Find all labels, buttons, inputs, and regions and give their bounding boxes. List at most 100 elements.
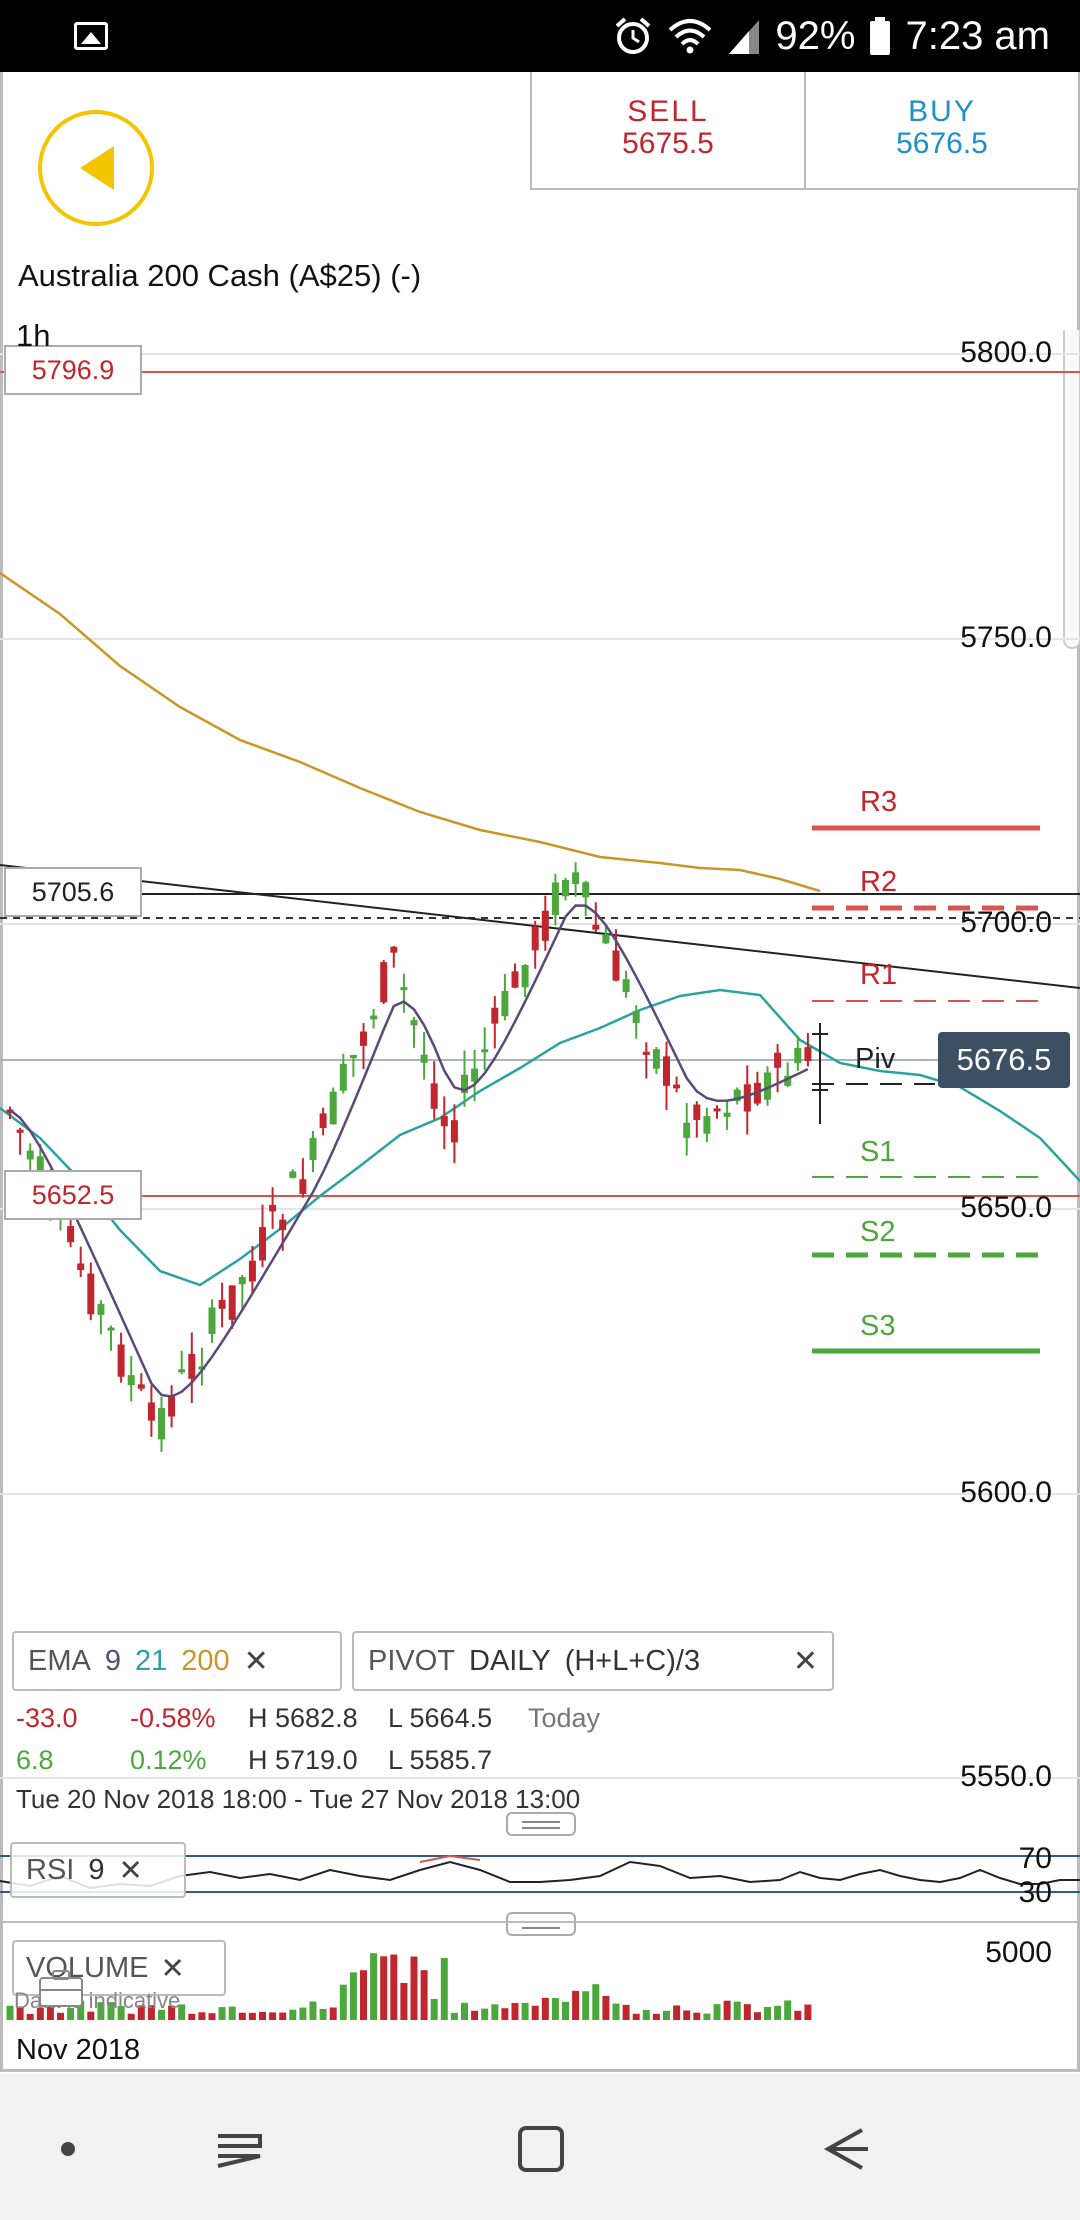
volume-bar: [117, 2006, 125, 2020]
back-icon[interactable]: [820, 2124, 870, 2174]
high-value: H 5719.0: [248, 1745, 358, 1775]
volume-bar: [440, 1957, 448, 2020]
rsi-chip[interactable]: RSI 9 ✕: [10, 1842, 186, 1898]
volume-bar: [652, 2013, 660, 2020]
volume-bar: [622, 2004, 630, 2020]
sell-button[interactable]: SELL 5675.5: [530, 72, 806, 190]
pivot-chip[interactable]: PIVOT DAILY (H+L+C)/3 ✕: [352, 1631, 834, 1691]
volume-bar: [592, 1984, 600, 2020]
instrument-name: Australia 200 Cash (A$25) (-): [18, 258, 422, 293]
volume-bar: [784, 2000, 792, 2020]
candle-body: [663, 1056, 670, 1086]
signal-icon: [729, 20, 760, 54]
candle-body: [319, 1113, 327, 1128]
volume-bar: [259, 2011, 266, 2020]
volume-bar: [481, 2008, 489, 2020]
battery-icon: [870, 17, 891, 55]
price-chart[interactable]: 5800.0 5750.0 5700.0 5650.0 5600.0 5550.…: [0, 330, 1080, 1820]
candle-body: [491, 1007, 499, 1024]
home-icon[interactable]: [516, 2124, 566, 2174]
close-icon[interactable]: ✕: [243, 1644, 269, 1678]
low-value: L 5664.5: [388, 1703, 493, 1733]
volume-bar: [743, 2004, 751, 2020]
recent-apps-icon[interactable]: [214, 2124, 264, 2174]
wifi-icon: [669, 19, 712, 54]
y-axis-label: 5550.0: [960, 1760, 1052, 1793]
candle-body: [289, 1171, 297, 1178]
pivot-s1-label: S1: [860, 1136, 896, 1168]
volume-bar: [764, 2006, 771, 2020]
pivot-period: DAILY: [469, 1644, 551, 1677]
candle-body: [551, 882, 559, 916]
y-axis-label: 5600.0: [960, 1476, 1052, 1509]
candle-body: [279, 1219, 287, 1231]
close-icon[interactable]: ✕: [792, 1644, 818, 1678]
back-button[interactable]: [38, 110, 154, 226]
volume-bar: [349, 1972, 357, 2020]
close-icon[interactable]: ✕: [118, 1854, 143, 1887]
volume-bar: [753, 2012, 761, 2020]
pivot-r1-label: R1: [860, 959, 898, 991]
volume-chip[interactable]: VOLUME ✕: [12, 1940, 226, 1996]
y-axis-label: 5650.0: [960, 1191, 1052, 1224]
dot-icon[interactable]: [60, 2124, 76, 2174]
volume-bar: [632, 2013, 640, 2020]
volume-bar: [551, 1997, 559, 2020]
panel-resize-handle[interactable]: [506, 1912, 576, 1936]
candle-body: [309, 1137, 317, 1161]
candle-body: [481, 1049, 489, 1053]
ema-period-9: 9: [104, 1644, 121, 1677]
volume-bar: [491, 2004, 499, 2020]
status-bar: 92% 7:23 am: [0, 0, 1080, 72]
battery-percent: 92%: [775, 13, 856, 58]
current-price-tag: 5676.5: [938, 1032, 1070, 1088]
volume-bar: [188, 2013, 196, 2020]
candle-body: [87, 1273, 95, 1315]
alarm-icon: [616, 17, 651, 54]
level-tag[interactable]: 5796.9: [4, 345, 142, 395]
low-value: L 5585.7: [388, 1745, 493, 1775]
buy-button[interactable]: BUY 5676.5: [804, 72, 1080, 190]
candle-body: [652, 1049, 660, 1069]
rsi-upper-label: 70: [1018, 1842, 1052, 1875]
ema-period-200: 200: [181, 1644, 230, 1677]
status-bar-right: 92% 7:23 am: [613, 10, 1050, 62]
volume-bar: [390, 1954, 398, 2020]
level-tag[interactable]: 5705.6: [4, 867, 142, 917]
volume-bar: [57, 2012, 64, 2020]
sell-label: SELL: [627, 95, 709, 128]
candle-body: [208, 1307, 216, 1334]
volume-bar: [26, 2013, 34, 2020]
candle-body: [360, 1031, 367, 1046]
volume-bar: [370, 1953, 378, 2020]
candle-body: [77, 1263, 85, 1271]
candle-body: [198, 1366, 206, 1370]
panel-resize-handle[interactable]: [506, 1812, 576, 1836]
volume-bar: [471, 2010, 479, 2020]
candle-body: [471, 1068, 479, 1082]
candle-body: [117, 1344, 125, 1377]
candle-body: [188, 1353, 196, 1379]
candle-body: [743, 1084, 751, 1112]
ema-period-21: 21: [134, 1644, 168, 1677]
ema-chip[interactable]: EMA 9 21 200 ✕: [12, 1631, 342, 1691]
candle-body: [501, 990, 509, 1017]
candle-body: [168, 1396, 176, 1417]
volume-bar: [410, 1956, 418, 2020]
candle-body: [572, 872, 580, 885]
level-tag[interactable]: 5652.5: [4, 1170, 142, 1220]
x-axis-date-label: Nov 2018: [16, 2034, 141, 2066]
volume-bar: [804, 2004, 812, 2020]
back-arrow-icon: [80, 146, 114, 190]
period-label: Today: [528, 1703, 601, 1733]
ema-label: EMA: [28, 1644, 91, 1677]
candle-body: [774, 1052, 782, 1068]
candle-body: [228, 1285, 236, 1320]
timeframe-label[interactable]: 1h: [16, 318, 51, 353]
volume-bar: [289, 2009, 297, 2020]
candle-body: [511, 971, 519, 988]
candle-body: [764, 1072, 771, 1100]
volume-bar: [319, 2008, 327, 2020]
volume-bar: [208, 2013, 216, 2020]
close-icon[interactable]: ✕: [160, 1952, 185, 1985]
